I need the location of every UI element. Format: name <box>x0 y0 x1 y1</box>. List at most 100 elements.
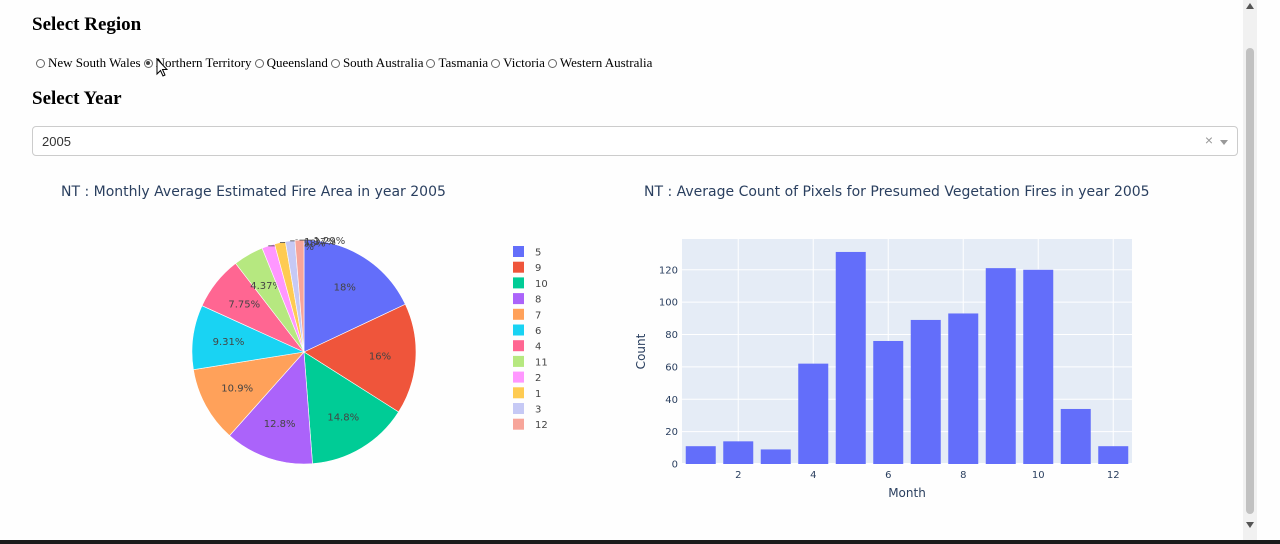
legend-label: 9 <box>535 263 541 274</box>
legend-swatch[interactable] <box>513 418 524 430</box>
legend-label: 1 <box>535 389 541 400</box>
region-option[interactable]: Queensland <box>254 55 328 71</box>
legend-swatch[interactable] <box>513 340 524 352</box>
pie-data-label: 1.37% <box>304 237 336 248</box>
region-option[interactable]: New South Wales <box>36 55 141 71</box>
scroll-down-arrow-icon[interactable] <box>1246 522 1254 528</box>
region-option[interactable]: Northern Territory <box>143 55 252 71</box>
bar[interactable] <box>760 449 791 464</box>
page-scrollbar[interactable] <box>1243 0 1257 540</box>
region-option[interactable]: Victoria <box>491 55 545 71</box>
pie-slice[interactable] <box>303 303 417 413</box>
region-option[interactable]: Western Australia <box>547 55 653 71</box>
legend-label: 6 <box>535 326 541 337</box>
pie-data-label: 12.8% <box>264 419 296 430</box>
bar[interactable] <box>798 363 829 464</box>
legend-swatch[interactable] <box>513 246 524 257</box>
pie-data-label: 1.58% <box>294 239 326 250</box>
region-option[interactable]: Tasmania <box>426 55 488 71</box>
legend-swatch[interactable] <box>513 371 524 383</box>
y-tick-label: 120 <box>659 265 678 276</box>
bar[interactable] <box>910 319 941 464</box>
region-option-label: Victoria <box>503 55 545 70</box>
pie-data-label: 4.37% <box>250 281 282 292</box>
y-tick-label: 80 <box>665 330 678 341</box>
pie-slice[interactable] <box>303 351 400 464</box>
pie-chart: 18%16%14.8%12.8%10.9%9.31%7.75%4.37%1.86… <box>191 236 548 465</box>
bar[interactable] <box>723 441 754 464</box>
bar[interactable] <box>1060 408 1091 464</box>
radio-button[interactable] <box>547 58 557 68</box>
legend-swatch[interactable] <box>513 308 524 320</box>
select-year-heading: Select Year <box>32 88 122 109</box>
pie-data-label: 18% <box>334 283 356 294</box>
y-tick-label: 40 <box>665 395 678 406</box>
window-border <box>0 540 1280 544</box>
y-tick-label: 20 <box>665 427 678 438</box>
region-option-label: Western Australia <box>559 55 653 70</box>
year-dropdown[interactable]: 2005 × <box>32 126 1238 156</box>
legend-swatch[interactable] <box>513 293 524 305</box>
pie-slice[interactable] <box>303 239 406 353</box>
pie-slice[interactable] <box>193 351 305 437</box>
mouse-cursor-icon <box>156 58 168 77</box>
pie-chart-title: NT : Monthly Average Estimated Fire Area… <box>61 184 446 200</box>
region-option-label: Northern Territory <box>155 55 252 70</box>
select-region-heading: Select Region <box>32 14 142 35</box>
region-option-label: Queensland <box>266 55 328 70</box>
x-tick-label: 6 <box>885 470 891 481</box>
radio-button[interactable] <box>426 58 436 68</box>
x-tick-label: 10 <box>1032 470 1045 481</box>
region-radio-group: New South Wales Northern Territory Queensl… <box>36 55 655 72</box>
region-option-label: South Australia <box>342 55 424 70</box>
legend-label: 7 <box>535 310 541 321</box>
legend-label: 3 <box>535 405 541 416</box>
x-tick-label: 8 <box>960 470 966 481</box>
radio-button[interactable] <box>491 58 501 68</box>
legend-label: 11 <box>535 357 548 368</box>
region-option-label: New South Wales <box>48 55 141 70</box>
y-tick-label: 60 <box>665 362 678 373</box>
radio-button[interactable] <box>330 58 340 68</box>
chevron-down-icon[interactable] <box>1220 140 1228 145</box>
bar[interactable] <box>1023 269 1054 464</box>
year-dropdown-value: 2005 <box>42 134 71 149</box>
bar[interactable] <box>1098 446 1129 464</box>
pie-data-label: 10.9% <box>221 384 253 395</box>
legend-swatch[interactable] <box>513 324 524 336</box>
legend-swatch[interactable] <box>513 387 524 399</box>
x-tick-label: 12 <box>1107 470 1120 481</box>
bar-chart: 0 20 40 60 80 100 120 2 4 6 8 10 12 Month Count <box>634 239 1132 500</box>
x-axis-title: Month <box>888 486 926 500</box>
x-tick-label: 4 <box>810 470 816 481</box>
bar[interactable] <box>873 340 904 464</box>
legend-label: 5 <box>535 248 541 259</box>
legend-label: 12 <box>535 420 548 431</box>
scrollbar-thumb[interactable] <box>1246 48 1254 514</box>
pie-data-label: 7.75% <box>228 300 260 311</box>
radio-button[interactable] <box>36 58 45 68</box>
pie-data-label: 1.29% <box>313 236 345 247</box>
pie-data-label: 9.31% <box>213 337 245 348</box>
legend-label: 4 <box>535 342 541 353</box>
pie-slice[interactable] <box>229 351 313 465</box>
legend-swatch[interactable] <box>513 261 524 273</box>
bar-chart-title: NT : Average Count of Pixels for Presume… <box>644 184 1150 200</box>
bar[interactable] <box>948 313 979 464</box>
y-axis-title: Count <box>634 333 648 369</box>
region-option[interactable]: South Australia <box>330 55 424 71</box>
legend-label: 2 <box>535 373 541 384</box>
y-tick-label: 100 <box>659 298 678 309</box>
bar[interactable] <box>835 251 866 464</box>
pie-data-label: 16% <box>369 352 391 363</box>
bar[interactable] <box>985 268 1016 464</box>
legend-swatch[interactable] <box>513 277 524 289</box>
radio-button[interactable] <box>254 58 264 68</box>
legend-swatch[interactable] <box>513 403 524 414</box>
radio-button[interactable] <box>143 58 153 68</box>
legend-swatch[interactable] <box>513 355 524 367</box>
clear-icon[interactable]: × <box>1204 132 1213 148</box>
scroll-up-arrow-icon[interactable] <box>1246 3 1254 9</box>
bar[interactable] <box>685 446 716 464</box>
legend-label: 8 <box>535 295 541 306</box>
